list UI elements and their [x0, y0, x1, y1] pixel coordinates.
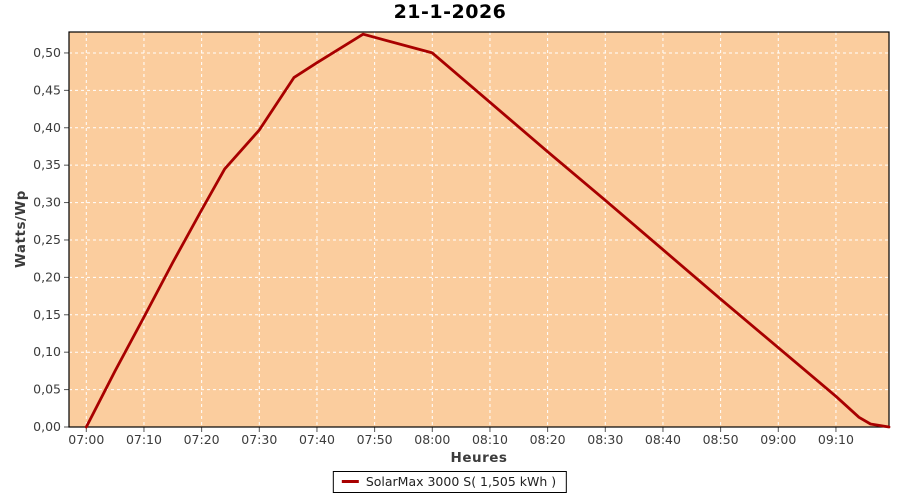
plot-background [69, 32, 889, 427]
x-tick-label: 09:10 [818, 432, 854, 447]
x-tick-label: 07:10 [126, 432, 162, 447]
x-tick-label: 08:20 [530, 432, 566, 447]
y-tick-label: 0,20 [33, 269, 61, 284]
x-tick-label: 07:20 [184, 432, 220, 447]
y-tick-label: 0,15 [33, 307, 61, 322]
x-tick-label: 08:40 [645, 432, 681, 447]
y-tick-label: 0,45 [33, 82, 61, 97]
x-tick-label: 08:30 [587, 432, 623, 447]
y-tick-label: 0,10 [33, 344, 61, 359]
x-tick-label: 09:00 [760, 432, 796, 447]
legend-line-swatch [341, 480, 359, 483]
x-tick-label: 07:00 [68, 432, 104, 447]
x-tick-label: 07:40 [299, 432, 335, 447]
legend: SolarMax 3000 S( 1,505 kWh ) [332, 471, 568, 493]
chart-title: 21-1-2026 [393, 1, 507, 23]
y-tick-label: 0,25 [33, 232, 61, 247]
x-tick-label: 07:30 [241, 432, 277, 447]
legend-series-label: SolarMax 3000 S( 1,505 kWh ) [365, 474, 557, 489]
y-tick-label: 0,30 [33, 195, 61, 210]
y-tick-label: 0,35 [33, 157, 61, 172]
x-tick-label: 08:50 [703, 432, 739, 447]
x-tick-label: 08:00 [414, 432, 450, 447]
series-line [84, 32, 891, 429]
x-tick-label: 07:50 [357, 432, 393, 447]
x-tick-label: 08:10 [472, 432, 508, 447]
y-tick-label: 0,50 [33, 45, 61, 60]
y-tick-label: 0,00 [33, 419, 61, 434]
plot-border [68, 31, 890, 428]
x-axis-title: Heures [450, 450, 508, 466]
y-tick-label: 0,40 [33, 120, 61, 135]
y-tick-label: 0,05 [33, 382, 61, 397]
